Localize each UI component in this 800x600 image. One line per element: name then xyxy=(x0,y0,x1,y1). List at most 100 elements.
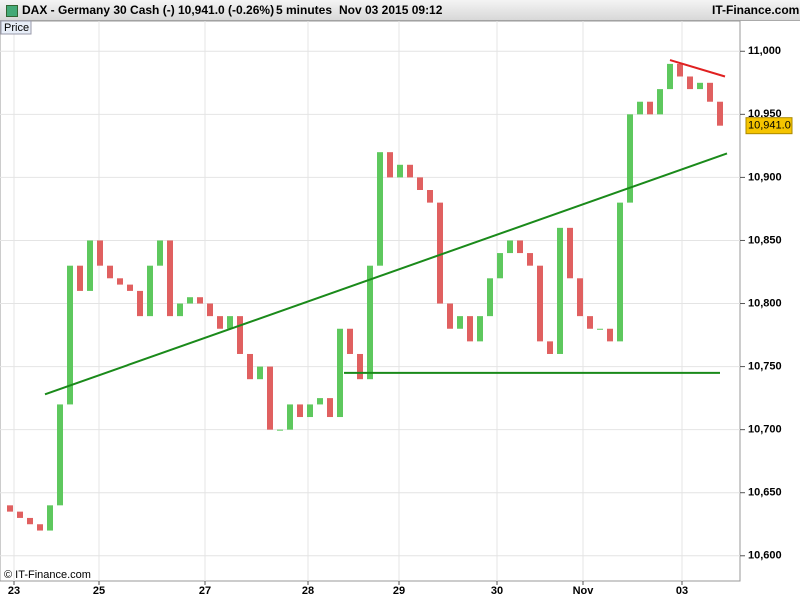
candle-body xyxy=(47,505,53,531)
panel-tab xyxy=(0,20,32,35)
y-tick-label: 10,850 xyxy=(748,234,782,246)
candle-body xyxy=(87,240,93,291)
candle-body xyxy=(387,152,393,178)
candle-body xyxy=(527,253,533,266)
y-tick-label: 10,700 xyxy=(748,424,782,436)
y-tick-label: 10,600 xyxy=(748,550,782,562)
x-tick-label: 27 xyxy=(199,585,211,597)
candle-body xyxy=(517,240,523,254)
interval: 5 minutes xyxy=(276,3,333,17)
candle-body xyxy=(657,89,663,115)
candle-body xyxy=(277,429,283,431)
candle-body xyxy=(697,82,703,90)
candle-body xyxy=(67,265,73,405)
candle-body xyxy=(257,366,263,380)
x-tick-label: 28 xyxy=(302,585,314,597)
y-tick-label: 10,650 xyxy=(748,487,782,499)
last-price-tag xyxy=(745,117,793,135)
candle-body xyxy=(447,303,453,329)
candle-body xyxy=(127,284,133,291)
candle-body xyxy=(237,316,243,354)
candle-body xyxy=(17,511,23,518)
brand: IT-Finance.com xyxy=(712,3,800,17)
candle-body xyxy=(187,297,193,304)
candle-body xyxy=(477,316,483,342)
header-bar: DAX - Germany 30 Cash (-) 10,941.0 (-0.2… xyxy=(0,0,800,21)
candle-body xyxy=(297,404,303,418)
candle-body xyxy=(57,404,63,506)
panel-label: Price xyxy=(4,22,29,34)
candle-body xyxy=(437,202,443,304)
candle-body xyxy=(77,265,83,291)
candle-body xyxy=(377,152,383,266)
candle-body xyxy=(27,517,33,525)
candle-body xyxy=(337,328,343,418)
candle-body xyxy=(7,505,13,512)
instrument: DAX - Germany 30 Cash (-) xyxy=(22,3,175,17)
candle-body xyxy=(207,303,213,317)
candle-body xyxy=(167,240,173,317)
candle-body xyxy=(547,341,553,354)
candle-body xyxy=(287,404,293,430)
candle-body xyxy=(557,227,563,354)
candle-body xyxy=(227,316,233,329)
candle-body xyxy=(147,265,153,317)
y-tick-label: 10,750 xyxy=(748,360,782,372)
candle-body xyxy=(617,202,623,342)
candle-body xyxy=(217,316,223,329)
candle-body xyxy=(107,265,113,279)
x-tick-label: 30 xyxy=(491,585,503,597)
candle-body xyxy=(607,328,613,342)
x-tick-label: 03 xyxy=(676,585,688,597)
trendline xyxy=(669,59,726,78)
x-tick-label: Nov xyxy=(573,585,595,597)
datetime: Nov 03 2015 09:12 xyxy=(339,3,443,17)
candle-body xyxy=(647,101,653,115)
candle-body xyxy=(117,278,123,285)
candle-body xyxy=(327,398,333,418)
candle-body xyxy=(717,101,723,126)
candle-body xyxy=(707,82,713,102)
candle-body xyxy=(487,278,493,317)
candle-body xyxy=(97,240,103,266)
y-tick-label: 10,800 xyxy=(748,297,782,309)
candle-body xyxy=(667,63,673,90)
trendline xyxy=(44,152,728,396)
y-tick-label: 11,000 xyxy=(748,45,781,57)
candle-body xyxy=(597,328,603,330)
candle-body xyxy=(417,177,423,191)
candle-body xyxy=(427,190,433,203)
candle-body xyxy=(367,265,373,380)
x-tick-label: 23 xyxy=(8,585,20,597)
candle-body xyxy=(537,265,543,342)
x-tick-label: 25 xyxy=(93,585,105,597)
quote: 10,941.0 (-0.26%) xyxy=(178,3,275,17)
candle-body xyxy=(267,366,273,430)
last-price-label: 10,941.0 xyxy=(748,120,791,132)
candle-body xyxy=(567,227,573,279)
candle-body xyxy=(577,278,583,317)
copyright: © IT-Finance.com xyxy=(4,569,91,581)
candle-body xyxy=(137,290,143,317)
candle-body xyxy=(177,303,183,317)
candle-body xyxy=(347,328,353,354)
candle-body xyxy=(157,240,163,266)
x-tick-label: 29 xyxy=(393,585,405,597)
candle-body xyxy=(37,524,43,531)
candle-body xyxy=(307,404,313,418)
candle-body xyxy=(587,316,593,329)
y-tick-label: 10,900 xyxy=(748,171,782,183)
candle-body xyxy=(467,316,473,342)
candle-body xyxy=(317,398,323,405)
candle-body xyxy=(497,253,503,279)
candle-body xyxy=(407,164,413,178)
candle-body xyxy=(637,101,643,115)
icon xyxy=(6,5,18,17)
candle-body xyxy=(627,114,633,203)
candle-body xyxy=(677,63,683,77)
candle-body xyxy=(687,76,693,90)
candle-body xyxy=(507,240,513,254)
candle-body xyxy=(197,297,203,304)
